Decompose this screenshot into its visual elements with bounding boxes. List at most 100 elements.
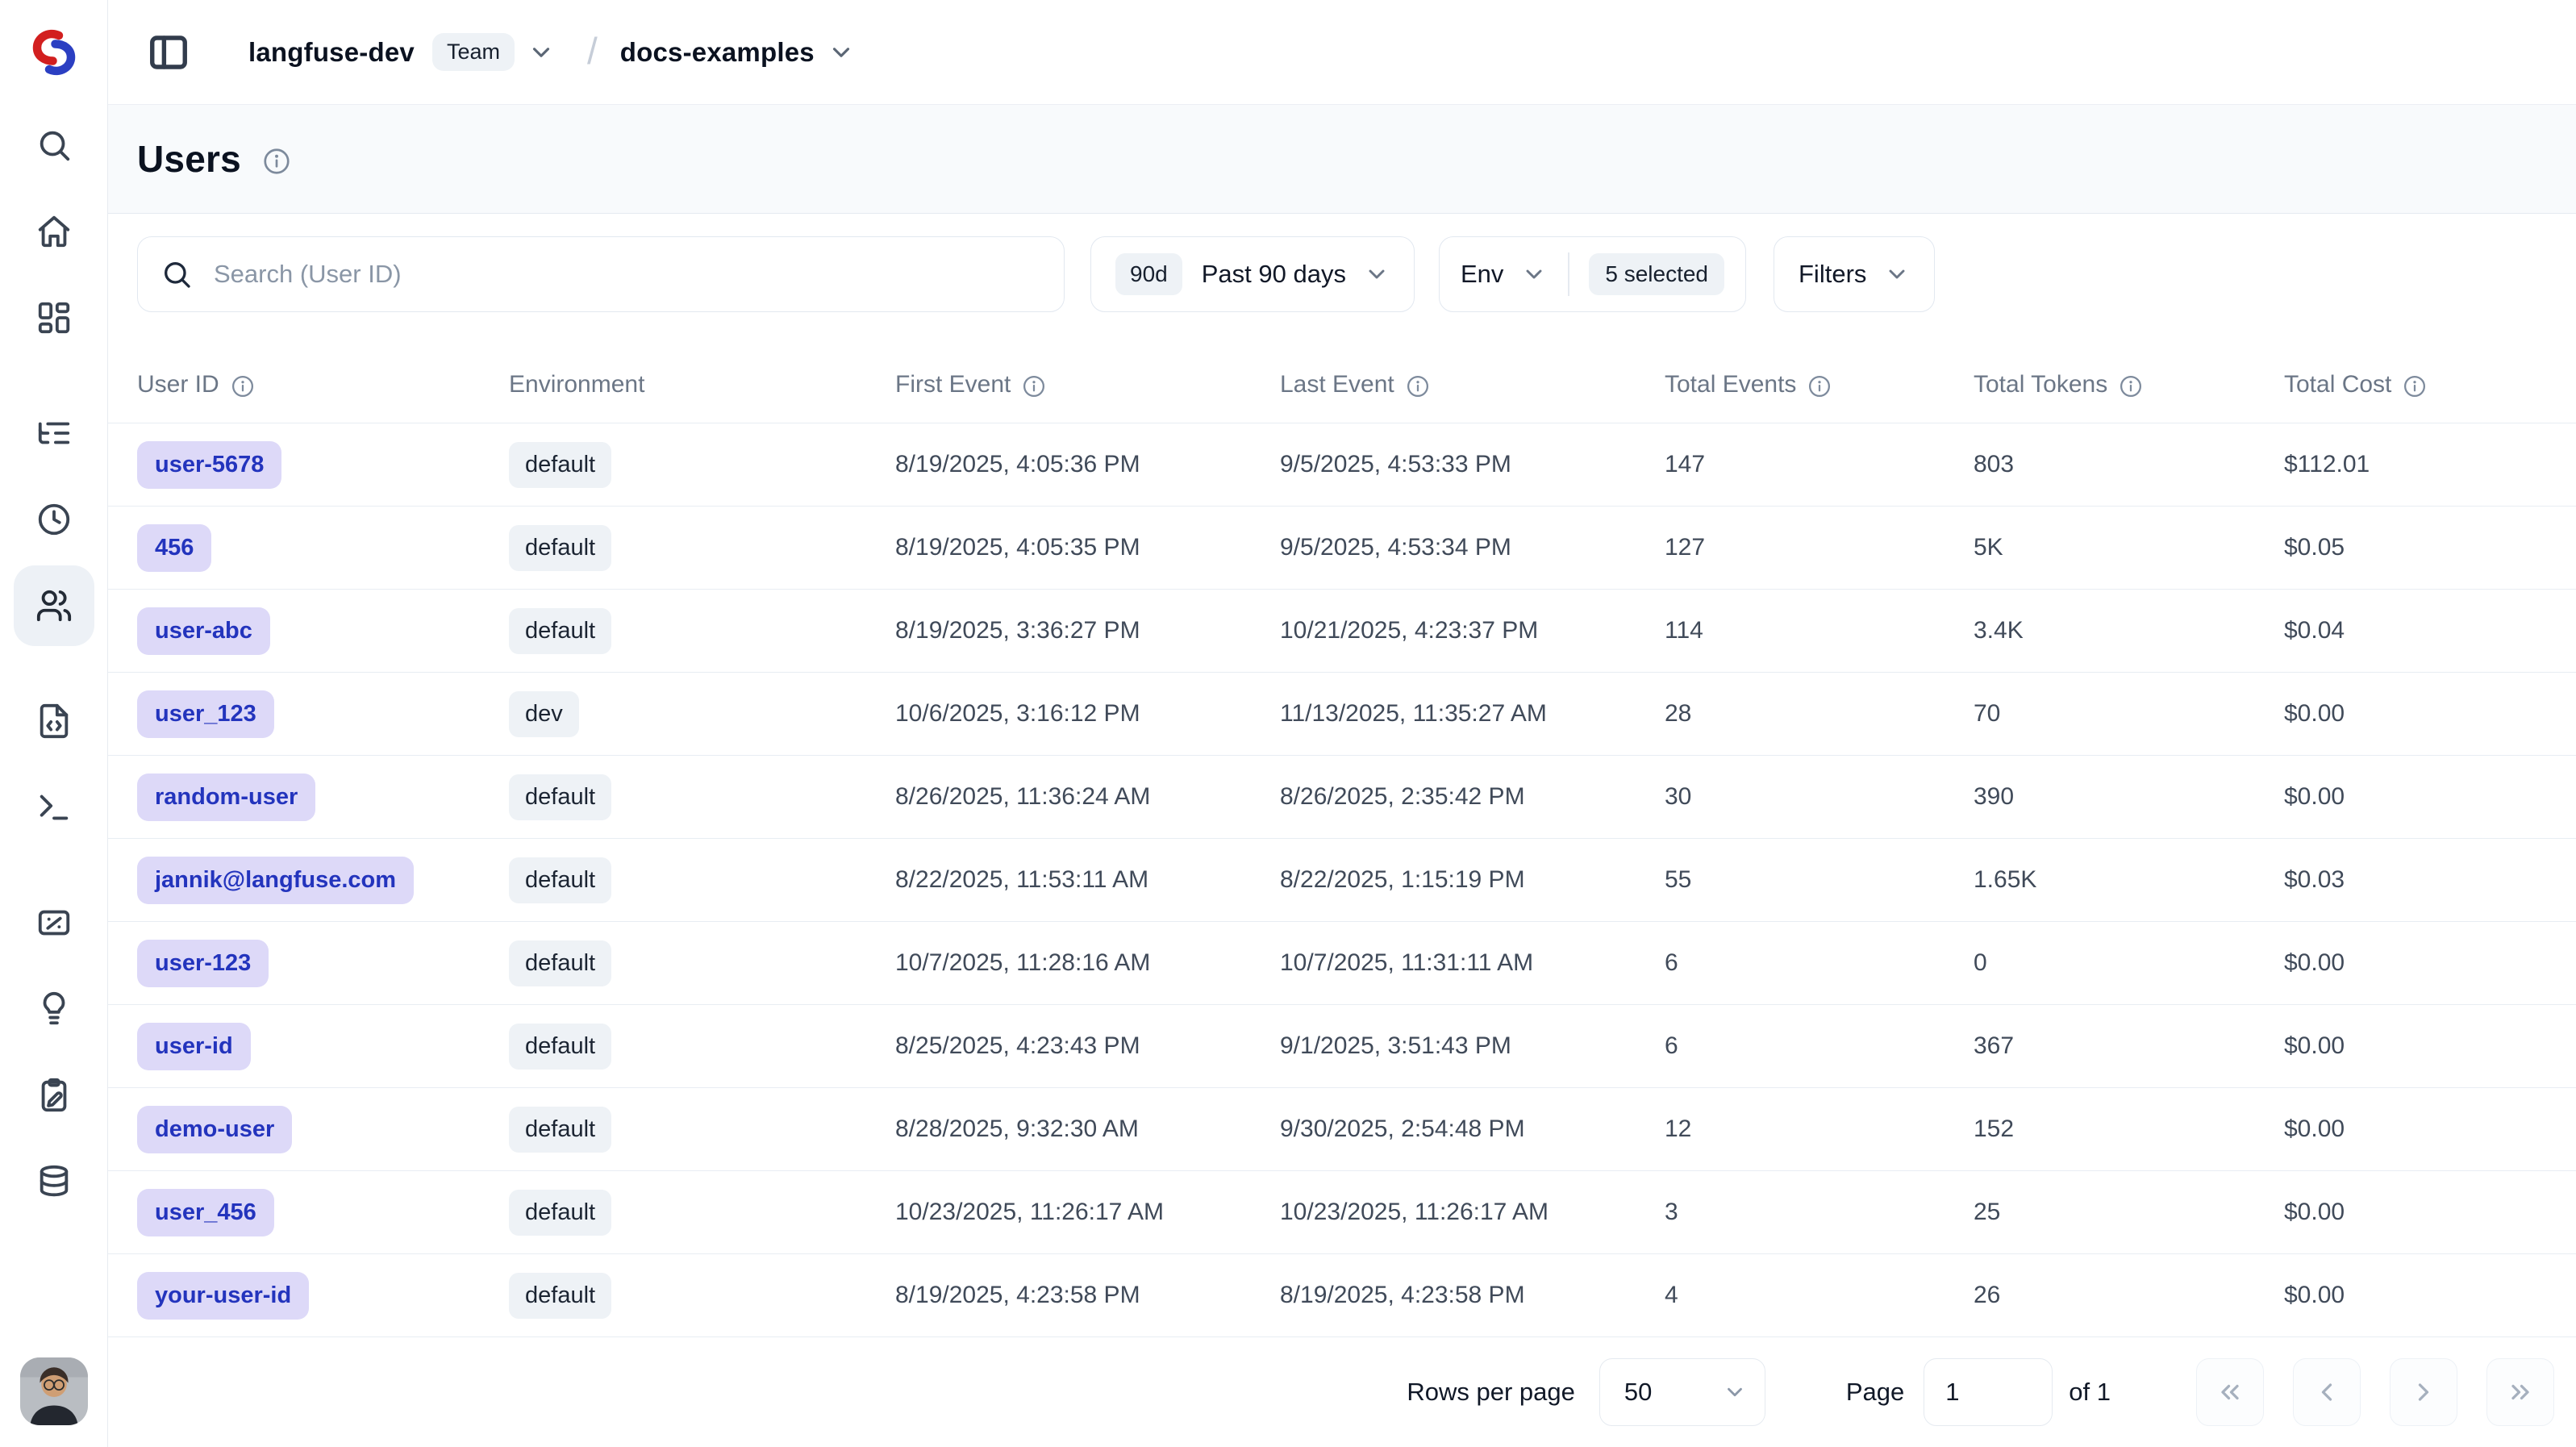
last-event-cell: 10/23/2025, 11:26:17 AM: [1280, 1199, 1665, 1226]
table-row[interactable]: user-id default 8/25/2025, 4:23:43 PM 9/…: [108, 1005, 2576, 1088]
filters-button[interactable]: Filters: [1774, 236, 1935, 312]
table-row[interactable]: user_123 dev 10/6/2025, 3:16:12 PM 11/13…: [108, 673, 2576, 756]
page-count-label: of 1: [2069, 1378, 2111, 1407]
sidebar-item-search[interactable]: [14, 105, 94, 186]
user-id-badge[interactable]: user-id: [137, 1023, 251, 1070]
clipboard-pen-icon: [35, 1077, 73, 1114]
column-header-environment[interactable]: Environment: [509, 371, 895, 398]
app-logo: [0, 0, 107, 105]
first-event-cell: 8/19/2025, 3:36:27 PM: [895, 617, 1280, 644]
chevron-down-icon: [1884, 261, 1910, 287]
env-selected-badge: 5 selected: [1589, 253, 1724, 295]
date-range-button[interactable]: 90d Past 90 days: [1090, 236, 1415, 312]
user-id-badge[interactable]: user_456: [137, 1189, 274, 1236]
sidebar-toggle-button[interactable]: [147, 31, 190, 74]
column-header-total-cost[interactable]: Total Cost: [2284, 371, 2547, 398]
info-icon[interactable]: [2119, 374, 2143, 398]
sidebar-item-insights[interactable]: [14, 969, 94, 1049]
column-label: First Event: [895, 371, 1011, 398]
column-header-total-tokens[interactable]: Total Tokens: [1974, 371, 2284, 398]
search-icon: [160, 258, 193, 290]
total-tokens-cell: 25: [1974, 1199, 2284, 1226]
column-header-user-id[interactable]: User ID: [137, 371, 509, 398]
environment-filter-button[interactable]: Env 5 selected: [1439, 236, 1746, 312]
user-id-badge[interactable]: random-user: [137, 774, 315, 821]
column-header-last-event[interactable]: Last Event: [1280, 371, 1665, 398]
breadcrumb-separator: /: [587, 29, 598, 73]
info-icon[interactable]: [1022, 374, 1046, 398]
total-events-cell: 147: [1665, 451, 1974, 478]
info-icon[interactable]: [262, 147, 291, 176]
database-icon: [35, 1163, 73, 1200]
column-header-total-events[interactable]: Total Events: [1665, 371, 1974, 398]
user-id-badge[interactable]: demo-user: [137, 1106, 292, 1153]
total-tokens-cell: 390: [1974, 783, 2284, 811]
table-row[interactable]: user-abc default 8/19/2025, 3:36:27 PM 1…: [108, 590, 2576, 673]
environment-badge: default: [509, 1024, 611, 1070]
chevron-down-icon: [1364, 261, 1390, 287]
sidebar-item-users[interactable]: [14, 565, 94, 646]
user-id-badge[interactable]: your-user-id: [137, 1272, 309, 1320]
total-events-cell: 4: [1665, 1282, 1974, 1309]
last-event-cell: 9/1/2025, 3:51:43 PM: [1280, 1032, 1665, 1060]
info-icon[interactable]: [1807, 374, 1832, 398]
divider: [1568, 252, 1569, 296]
last-page-button[interactable]: [2486, 1358, 2554, 1426]
first-page-button[interactable]: [2196, 1358, 2264, 1426]
page-number-input[interactable]: [1924, 1358, 2053, 1426]
total-tokens-cell: 0: [1974, 949, 2284, 977]
table-row[interactable]: demo-user default 8/28/2025, 9:32:30 AM …: [108, 1088, 2576, 1171]
sidebar-item-scores[interactable]: [14, 882, 94, 963]
next-page-button[interactable]: [2390, 1358, 2457, 1426]
table-row[interactable]: jannik@langfuse.com default 8/22/2025, 1…: [108, 839, 2576, 922]
table-header-row: User ID Environment First Event Last Eve…: [108, 347, 2576, 423]
rows-per-page-value: 50: [1624, 1378, 1652, 1407]
total-events-cell: 30: [1665, 783, 1974, 811]
user-avatar[interactable]: [20, 1357, 88, 1425]
table-row[interactable]: user-123 default 10/7/2025, 11:28:16 AM …: [108, 922, 2576, 1005]
user-id-badge[interactable]: jannik@langfuse.com: [137, 857, 414, 904]
column-header-first-event[interactable]: First Event: [895, 371, 1280, 398]
total-events-cell: 55: [1665, 866, 1974, 894]
user-id-badge[interactable]: user_123: [137, 690, 274, 738]
chevron-right-icon: [2409, 1378, 2438, 1407]
table-row[interactable]: your-user-id default 8/19/2025, 4:23:58 …: [108, 1254, 2576, 1337]
sidebar-item-prompts[interactable]: [14, 681, 94, 761]
user-id-badge[interactable]: 456: [137, 524, 211, 572]
sidebar-item-sessions[interactable]: [14, 479, 94, 560]
project-switcher-button[interactable]: [827, 39, 855, 66]
table-row[interactable]: random-user default 8/26/2025, 11:36:24 …: [108, 756, 2576, 839]
rows-per-page-select[interactable]: 50: [1599, 1358, 1765, 1426]
table-row[interactable]: user_456 default 10/23/2025, 11:26:17 AM…: [108, 1171, 2576, 1254]
column-label: Last Event: [1280, 371, 1394, 398]
user-id-badge[interactable]: user-123: [137, 940, 269, 987]
previous-page-button[interactable]: [2293, 1358, 2361, 1426]
info-icon[interactable]: [1406, 374, 1430, 398]
table-row[interactable]: user-5678 default 8/19/2025, 4:05:36 PM …: [108, 423, 2576, 507]
info-icon[interactable]: [231, 374, 255, 398]
sidebar-item-dashboards[interactable]: [14, 277, 94, 358]
sidebar-item-tracing[interactable]: [14, 393, 94, 473]
user-id-badge[interactable]: user-abc: [137, 607, 270, 655]
sidebar-item-playground[interactable]: [14, 767, 94, 848]
column-label: Environment: [509, 371, 644, 398]
org-plan-badge: Team: [432, 33, 515, 71]
breadcrumb-project[interactable]: docs-examples: [620, 37, 815, 68]
sidebar-item-datasets[interactable]: [14, 1141, 94, 1222]
rows-per-page-label: Rows per page: [1407, 1378, 1575, 1407]
total-events-cell: 6: [1665, 949, 1974, 977]
sidebar-item-home[interactable]: [14, 191, 94, 272]
environment-badge: default: [509, 1190, 611, 1236]
org-name[interactable]: langfuse-dev: [248, 37, 415, 68]
table-body: user-5678 default 8/19/2025, 4:05:36 PM …: [108, 423, 2576, 1337]
org-switcher-button[interactable]: [527, 39, 555, 66]
table-row[interactable]: 456 default 8/19/2025, 4:05:35 PM 9/5/20…: [108, 507, 2576, 590]
info-icon[interactable]: [2403, 374, 2427, 398]
main-area: langfuse-dev Team / docs-examples Users …: [108, 0, 2576, 1447]
total-tokens-cell: 3.4K: [1974, 617, 2284, 644]
environment-badge: default: [509, 940, 611, 986]
environment-badge: default: [509, 774, 611, 820]
sidebar-item-annotation[interactable]: [14, 1055, 94, 1136]
search-input[interactable]: [214, 260, 1041, 289]
user-id-badge[interactable]: user-5678: [137, 441, 281, 489]
